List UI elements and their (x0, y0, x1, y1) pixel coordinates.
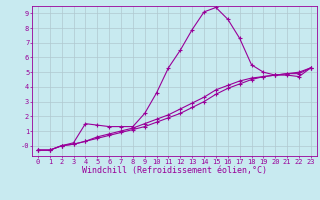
X-axis label: Windchill (Refroidissement éolien,°C): Windchill (Refroidissement éolien,°C) (82, 166, 267, 175)
